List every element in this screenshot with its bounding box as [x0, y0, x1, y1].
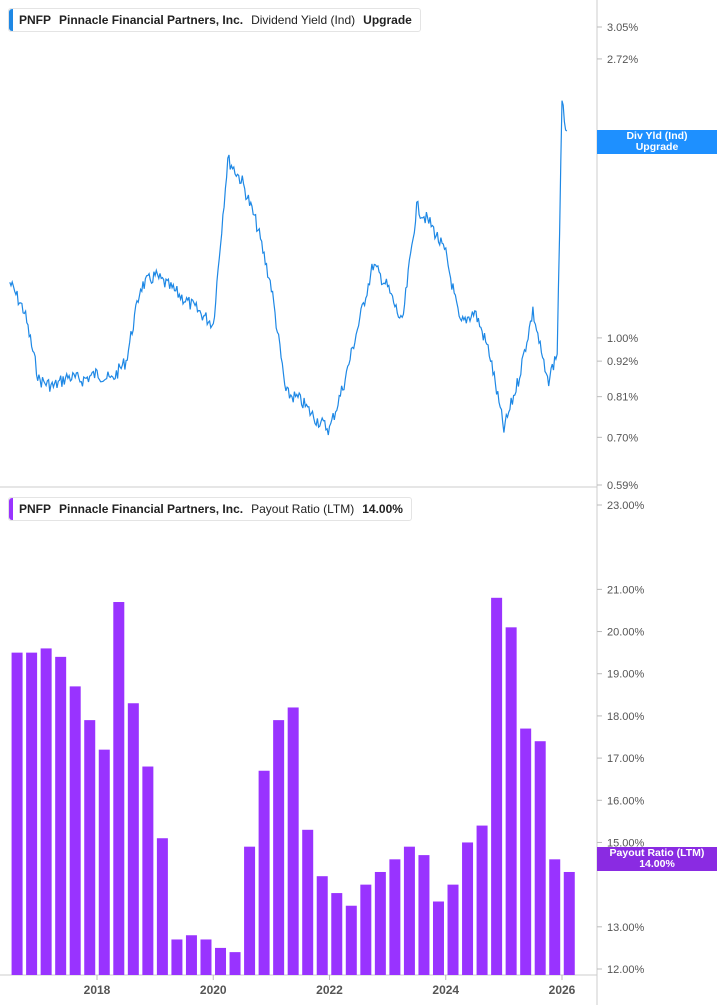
payout-tag-label: Payout Ratio (LTM)	[609, 847, 705, 859]
year-label: 2020	[200, 983, 227, 997]
payout-bar	[156, 838, 168, 975]
payout-tick-label: 16.00%	[607, 795, 645, 807]
payout-tick-label: 21.00%	[607, 584, 645, 596]
yield-tick-label: 3.05%	[607, 22, 638, 34]
yield-tick-label: 0.59%	[607, 480, 638, 492]
payout-bar	[215, 947, 227, 975]
payout-bar	[84, 720, 96, 975]
payout-bar	[302, 829, 314, 975]
year-label: 2018	[84, 983, 111, 997]
payout-bar	[113, 602, 125, 975]
payout-bar	[142, 766, 154, 975]
payout-tick-label: 17.00%	[607, 753, 645, 765]
payout-tick-label: 18.00%	[607, 711, 645, 723]
series-color-swatch	[9, 498, 13, 520]
series-color-swatch	[9, 9, 13, 31]
year-label: 2024	[432, 983, 459, 997]
payout-bar	[127, 703, 139, 975]
payout-bar	[418, 855, 430, 975]
metric-name: Payout Ratio (LTM)	[251, 502, 355, 516]
payout-bar	[389, 859, 401, 975]
payout-bar	[462, 842, 474, 975]
yield-tag-value: Upgrade	[635, 141, 679, 153]
payout-bar	[432, 901, 444, 975]
payout-bar	[403, 846, 415, 975]
payout-tick-label: 12.00%	[607, 964, 645, 976]
payout-bar	[185, 935, 197, 975]
payout-bar	[491, 597, 503, 975]
dividend-yield-line	[9, 100, 568, 436]
payout-bar	[360, 884, 372, 975]
ticker: PNFP	[19, 13, 52, 27]
payout-bar	[345, 905, 357, 975]
payout-bar	[273, 720, 285, 975]
ticker: PNFP	[19, 502, 52, 516]
payout-tick-label: 15.00%	[607, 837, 645, 849]
payout-ratio-legend: PNFP Pinnacle Financial Partners, Inc. P…	[8, 497, 412, 521]
year-label: 2022	[316, 983, 343, 997]
payout-bar	[200, 939, 212, 975]
payout-axis-ticks: 23.00% 21.00% 20.00% 19.00% 18.00% 17.00% 16.0…	[597, 500, 645, 976]
payout-bar	[55, 656, 67, 975]
payout-bar	[447, 884, 459, 975]
payout-tag-value: 14.00%	[639, 858, 675, 870]
yield-tick-label: 0.92%	[607, 356, 638, 368]
payout-bars	[11, 597, 575, 975]
yield-tick-label: 0.81%	[607, 392, 638, 404]
payout-current-tag: Payout Ratio (LTM) 14.00%	[597, 847, 717, 871]
payout-tick-label: 23.00%	[607, 500, 645, 512]
payout-tick-label: 13.00%	[607, 922, 645, 934]
payout-bar	[11, 652, 23, 975]
yield-tick-label: 1.00%	[607, 333, 638, 345]
payout-bar	[287, 707, 299, 975]
payout-bar	[26, 652, 38, 975]
company-name: Pinnacle Financial Partners, Inc.	[59, 502, 244, 516]
year-label: 2026	[549, 983, 576, 997]
payout-bar	[476, 825, 488, 975]
dividend-yield-legend: PNFP Pinnacle Financial Partners, Inc. D…	[8, 8, 421, 32]
payout-bar	[244, 846, 256, 975]
payout-bar	[40, 648, 52, 975]
payout-bar	[229, 952, 241, 975]
x-axis-ticks: 2018 2020 2022 2024 2026	[84, 975, 576, 997]
payout-bar	[171, 939, 183, 975]
payout-bar	[98, 749, 110, 975]
upgrade-link[interactable]: Upgrade	[363, 13, 412, 27]
payout-bar	[534, 741, 546, 975]
payout-bar	[316, 876, 328, 975]
payout-bar	[69, 686, 81, 975]
company-name: Pinnacle Financial Partners, Inc.	[59, 13, 244, 27]
payout-bar	[331, 893, 343, 975]
metric-value: 14.00%	[362, 502, 403, 516]
payout-bar	[520, 728, 532, 975]
payout-bar	[549, 859, 561, 975]
payout-bar	[374, 871, 386, 975]
payout-bar	[505, 627, 517, 975]
yield-tick-label: 0.70%	[607, 432, 638, 444]
metric-name: Dividend Yield (Ind)	[251, 13, 356, 27]
yield-axis-ticks: 3.05% 2.72% 1.00% 0.92% 0.81% 0.70% 0.59%	[597, 22, 638, 492]
payout-bar	[258, 770, 270, 975]
payout-tick-label: 20.00%	[607, 627, 645, 639]
payout-tick-label: 19.00%	[607, 669, 645, 681]
yield-tag-label: Div Yld (Ind)	[626, 130, 688, 142]
yield-tick-label: 2.72%	[607, 54, 638, 66]
payout-bar	[563, 871, 575, 975]
yield-current-tag: Div Yld (Ind) Upgrade	[597, 130, 717, 154]
